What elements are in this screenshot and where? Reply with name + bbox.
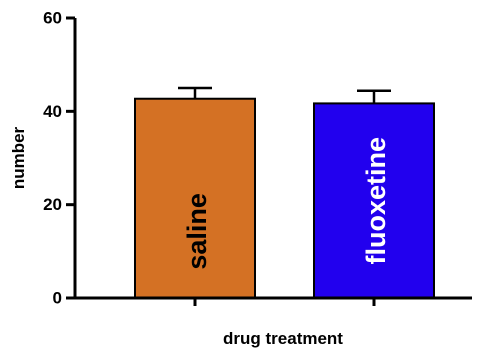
y-tick-label-60: 60 [43,9,62,28]
bar-labels-group: saline fluoxetine [182,137,391,270]
x-ticks-group [193,298,376,306]
bar-label-saline: saline [182,193,212,270]
bars-group [134,97,435,300]
bar-label-fluoxetine: fluoxetine [361,137,391,265]
y-tick-label-0: 0 [53,289,62,308]
x-axis-title: drug treatment [223,329,343,348]
y-tick-label-40: 40 [43,102,62,121]
bar-fluoxetine [313,102,435,300]
y-axis-title: number [9,126,28,189]
bar-saline [134,97,256,299]
error-bars-group [178,86,391,104]
y-tick-label-20: 20 [43,195,62,214]
y-ticks-group: 0 20 40 60 [43,9,75,308]
